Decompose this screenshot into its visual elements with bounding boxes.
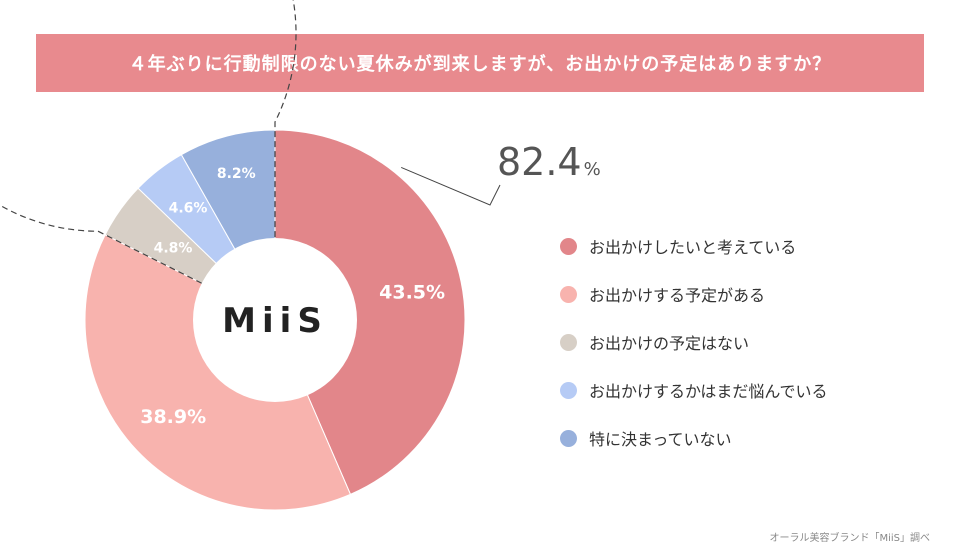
title-bar: ４年ぶりに行動制限のない夏休みが到来しますが、お出かけの予定はありますか？ <box>36 34 924 92</box>
legend-item: お出かけの予定はない <box>560 318 940 366</box>
legend-swatch <box>560 333 577 351</box>
highlight-leader-line <box>401 166 501 206</box>
value-label-4: 4.6% <box>169 201 208 217</box>
chart-title: ４年ぶりに行動制限のない夏休みが到来しますが、お出かけの予定はありますか？ <box>128 54 832 75</box>
legend-label: お出かけする予定がある <box>589 286 766 305</box>
legend-swatch <box>560 285 577 303</box>
legend-item: お出かけするかはまだ悩んでいる <box>560 366 940 414</box>
donut-center <box>193 238 357 402</box>
legend-label: お出かけの予定はない <box>589 334 750 353</box>
legend-label: 特に決まっていない <box>589 430 732 449</box>
center-brand-label: MiiS <box>222 301 328 341</box>
source-note: オーラル美容ブランド「MiiS」調べ <box>769 533 930 544</box>
legend-swatch <box>560 381 577 399</box>
value-label-2: 38.9% <box>140 406 206 428</box>
value-label-3: 4.8% <box>154 241 193 257</box>
legend-swatch <box>560 429 577 447</box>
pie-slice-1 <box>274 129 466 496</box>
value-label-5: 8.2% <box>217 166 256 182</box>
value-label-1: 43.5% <box>379 281 445 303</box>
legend-label: お出かけしたいと考えている <box>589 238 797 257</box>
legend-item: お出かけする予定がある <box>560 270 940 318</box>
highlight-percentage: 82.4% <box>497 140 601 184</box>
legend-swatch <box>560 237 577 255</box>
highlight-value: 82.4 <box>497 140 582 184</box>
legend-item: お出かけしたいと考えている <box>560 222 940 270</box>
legend-item: 特に決まっていない <box>560 414 940 462</box>
highlight-unit: % <box>583 159 601 180</box>
legend: お出かけしたいと考えている お出かけする予定がある お出かけの予定はないお出かけする… <box>560 222 940 462</box>
legend-label: お出かけするかはまだ悩んでいる <box>589 382 828 401</box>
